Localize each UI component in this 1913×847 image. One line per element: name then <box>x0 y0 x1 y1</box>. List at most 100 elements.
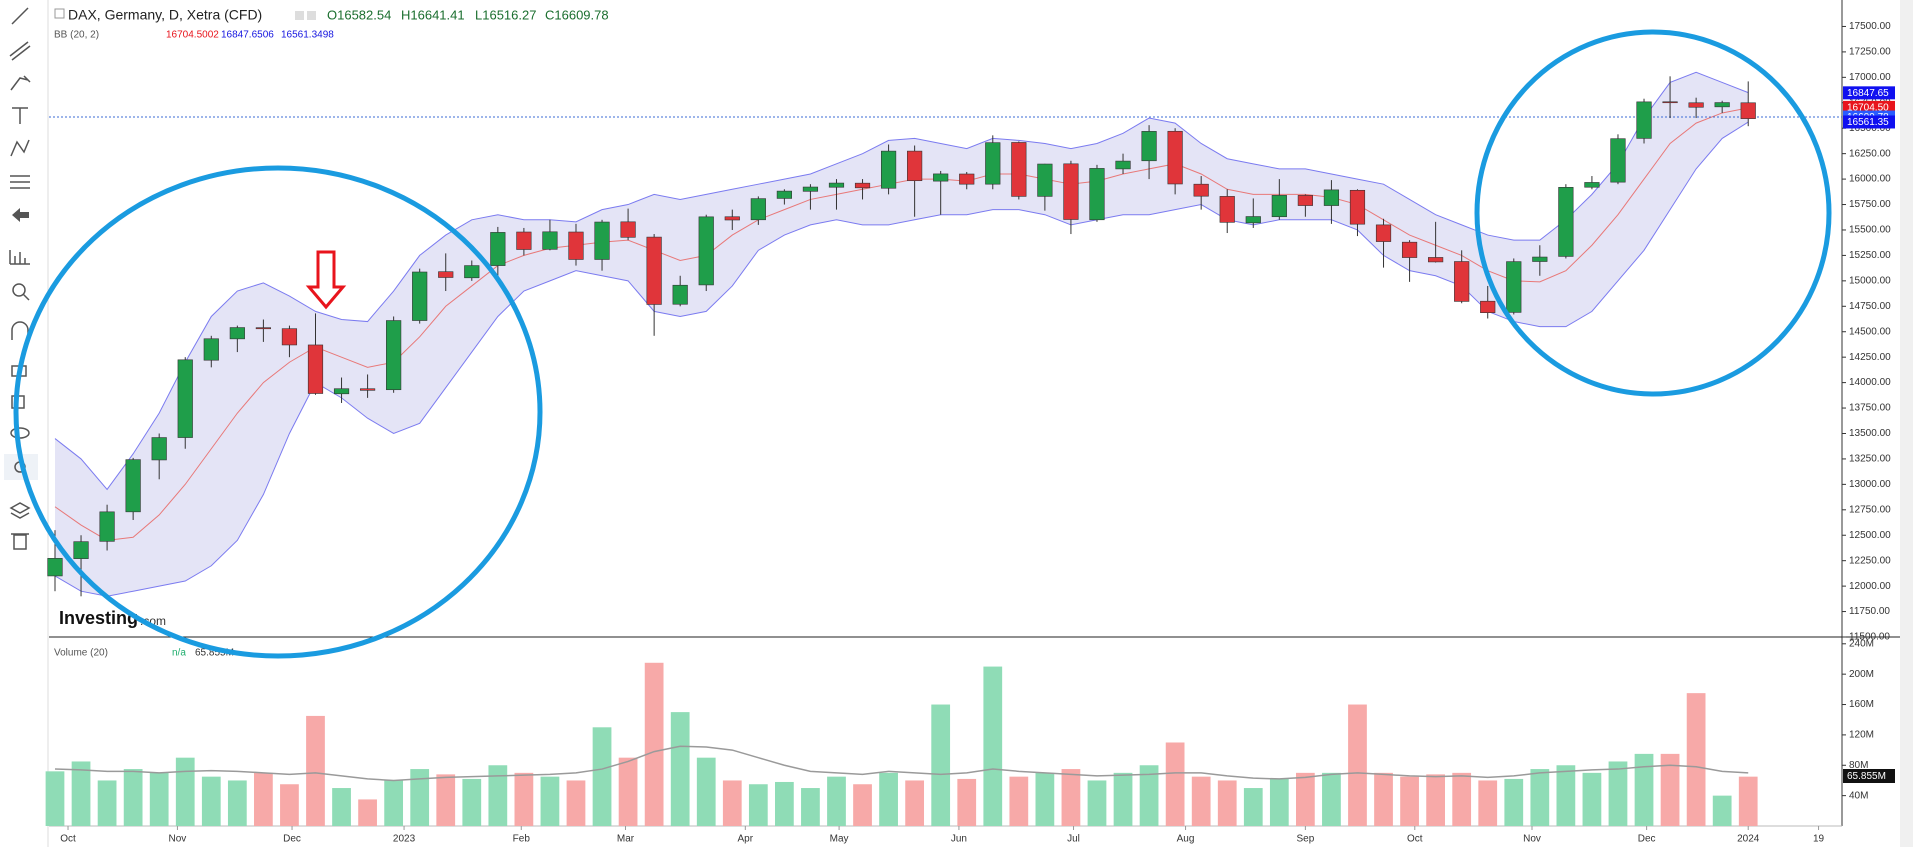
candle-body <box>281 328 298 346</box>
header-icon[interactable] <box>295 11 304 20</box>
tool-channel[interactable] <box>9 41 31 61</box>
volume-tick-label: 40M <box>1849 790 1868 801</box>
candle-body <box>1688 102 1704 108</box>
candle-body <box>1636 101 1652 139</box>
volume-bar <box>957 778 977 826</box>
tool-pattern[interactable] <box>10 139 30 157</box>
volume-tick-label: 80M <box>1849 760 1868 771</box>
volume-bar <box>45 771 65 826</box>
volume-bar <box>853 784 872 826</box>
tool-indicators[interactable] <box>9 250 30 265</box>
candle-body <box>255 327 271 330</box>
y-tick-label: 15500.00 <box>1849 225 1891 236</box>
candle-body <box>698 216 714 286</box>
candle-body <box>1323 189 1340 206</box>
indicator-value: 16847.6506 <box>221 30 274 41</box>
volume-bar <box>1738 776 1758 826</box>
candle-body <box>1297 195 1313 206</box>
volume-value: 65.855M <box>195 648 234 659</box>
volume-bar <box>201 776 221 826</box>
x-tick-label: Nov <box>169 834 187 845</box>
tool-eye[interactable] <box>10 427 30 439</box>
candle-body <box>1141 131 1157 162</box>
volume-last-label: 65.855M <box>1847 771 1886 782</box>
volume-bar <box>1452 772 1472 826</box>
volume-bar <box>71 761 91 826</box>
volume-bar <box>592 727 612 826</box>
volume-bar <box>384 780 404 826</box>
candle-body <box>1428 257 1444 263</box>
scrollbar[interactable] <box>1900 0 1913 847</box>
price-label: 16704.50 <box>1847 103 1889 114</box>
tool-trash[interactable] <box>11 533 29 550</box>
volume-bar <box>1400 776 1419 826</box>
candle-body <box>1584 182 1600 188</box>
candle-body <box>1532 256 1548 262</box>
highlight-circle <box>13 165 543 659</box>
x-tick-label: 2023 <box>393 834 416 845</box>
y-tick-label: 11750.00 <box>1849 606 1890 617</box>
price-label: 16847.65 <box>1847 88 1889 99</box>
volume-bar <box>1712 795 1732 826</box>
tool-back[interactable] <box>12 208 29 222</box>
volume-bar <box>1035 772 1055 826</box>
tool-text[interactable] <box>12 107 28 124</box>
y-tick-label: 17000.00 <box>1849 72 1891 83</box>
x-tick-label: Nov <box>1523 834 1541 845</box>
volume-bar <box>149 772 169 826</box>
tool-fib[interactable] <box>10 175 30 189</box>
candle-body <box>1245 216 1261 224</box>
candle-body <box>1037 163 1053 197</box>
y-tick-label: 12250.00 <box>1849 555 1891 566</box>
volume-bar <box>696 757 716 826</box>
candle-body <box>333 388 350 395</box>
candle-body <box>47 558 63 577</box>
volume-bar <box>879 772 898 826</box>
tool-layers[interactable] <box>9 502 31 519</box>
volume-bar <box>1217 780 1237 826</box>
volume-tick-label: 160M <box>1849 699 1874 710</box>
volume-bar <box>1295 772 1315 826</box>
tool-magnet[interactable] <box>11 321 29 340</box>
volume-bar <box>905 780 925 826</box>
volume-bar <box>1087 780 1107 826</box>
volume-bar <box>540 776 560 826</box>
volume-bar <box>358 799 377 826</box>
candle-body <box>854 182 871 189</box>
candle-body <box>1115 160 1131 170</box>
volume-bar <box>1530 769 1550 826</box>
volume-bar <box>488 765 508 826</box>
candle-body <box>1506 261 1522 313</box>
volume-bar <box>1634 753 1654 826</box>
collapse-icon[interactable] <box>54 8 65 19</box>
candle-body <box>464 265 480 279</box>
y-tick-label: 13250.00 <box>1849 454 1891 465</box>
volume-tick-label: 200M <box>1849 669 1874 680</box>
volume-bar <box>332 788 351 826</box>
candle-body <box>307 344 324 394</box>
candle-body <box>1558 187 1574 257</box>
x-tick-label: 19 <box>1813 834 1825 845</box>
y-tick-label: 17250.00 <box>1849 47 1891 58</box>
volume-bar <box>801 788 820 826</box>
candle-body <box>1271 195 1287 218</box>
x-tick-label: Jul <box>1067 834 1080 845</box>
tool-pen[interactable] <box>10 75 31 91</box>
y-tick-label: 12750.00 <box>1849 504 1891 515</box>
candle-body <box>985 142 1001 185</box>
candle-body <box>1401 241 1418 258</box>
volume-bar <box>462 778 482 826</box>
x-tick-label: Mar <box>617 834 635 845</box>
x-tick-label: May <box>830 834 849 845</box>
tool-line[interactable] <box>11 7 29 25</box>
header-icon[interactable] <box>307 11 316 20</box>
volume-bar <box>644 662 664 826</box>
y-tick-label: 12500.00 <box>1849 530 1891 541</box>
volume-bar <box>722 780 742 826</box>
y-tick-label: 15000.00 <box>1849 275 1891 286</box>
volume-bar <box>1556 765 1576 826</box>
tool-zoom[interactable] <box>12 283 30 301</box>
y-tick-label: 17500.00 <box>1849 21 1891 32</box>
